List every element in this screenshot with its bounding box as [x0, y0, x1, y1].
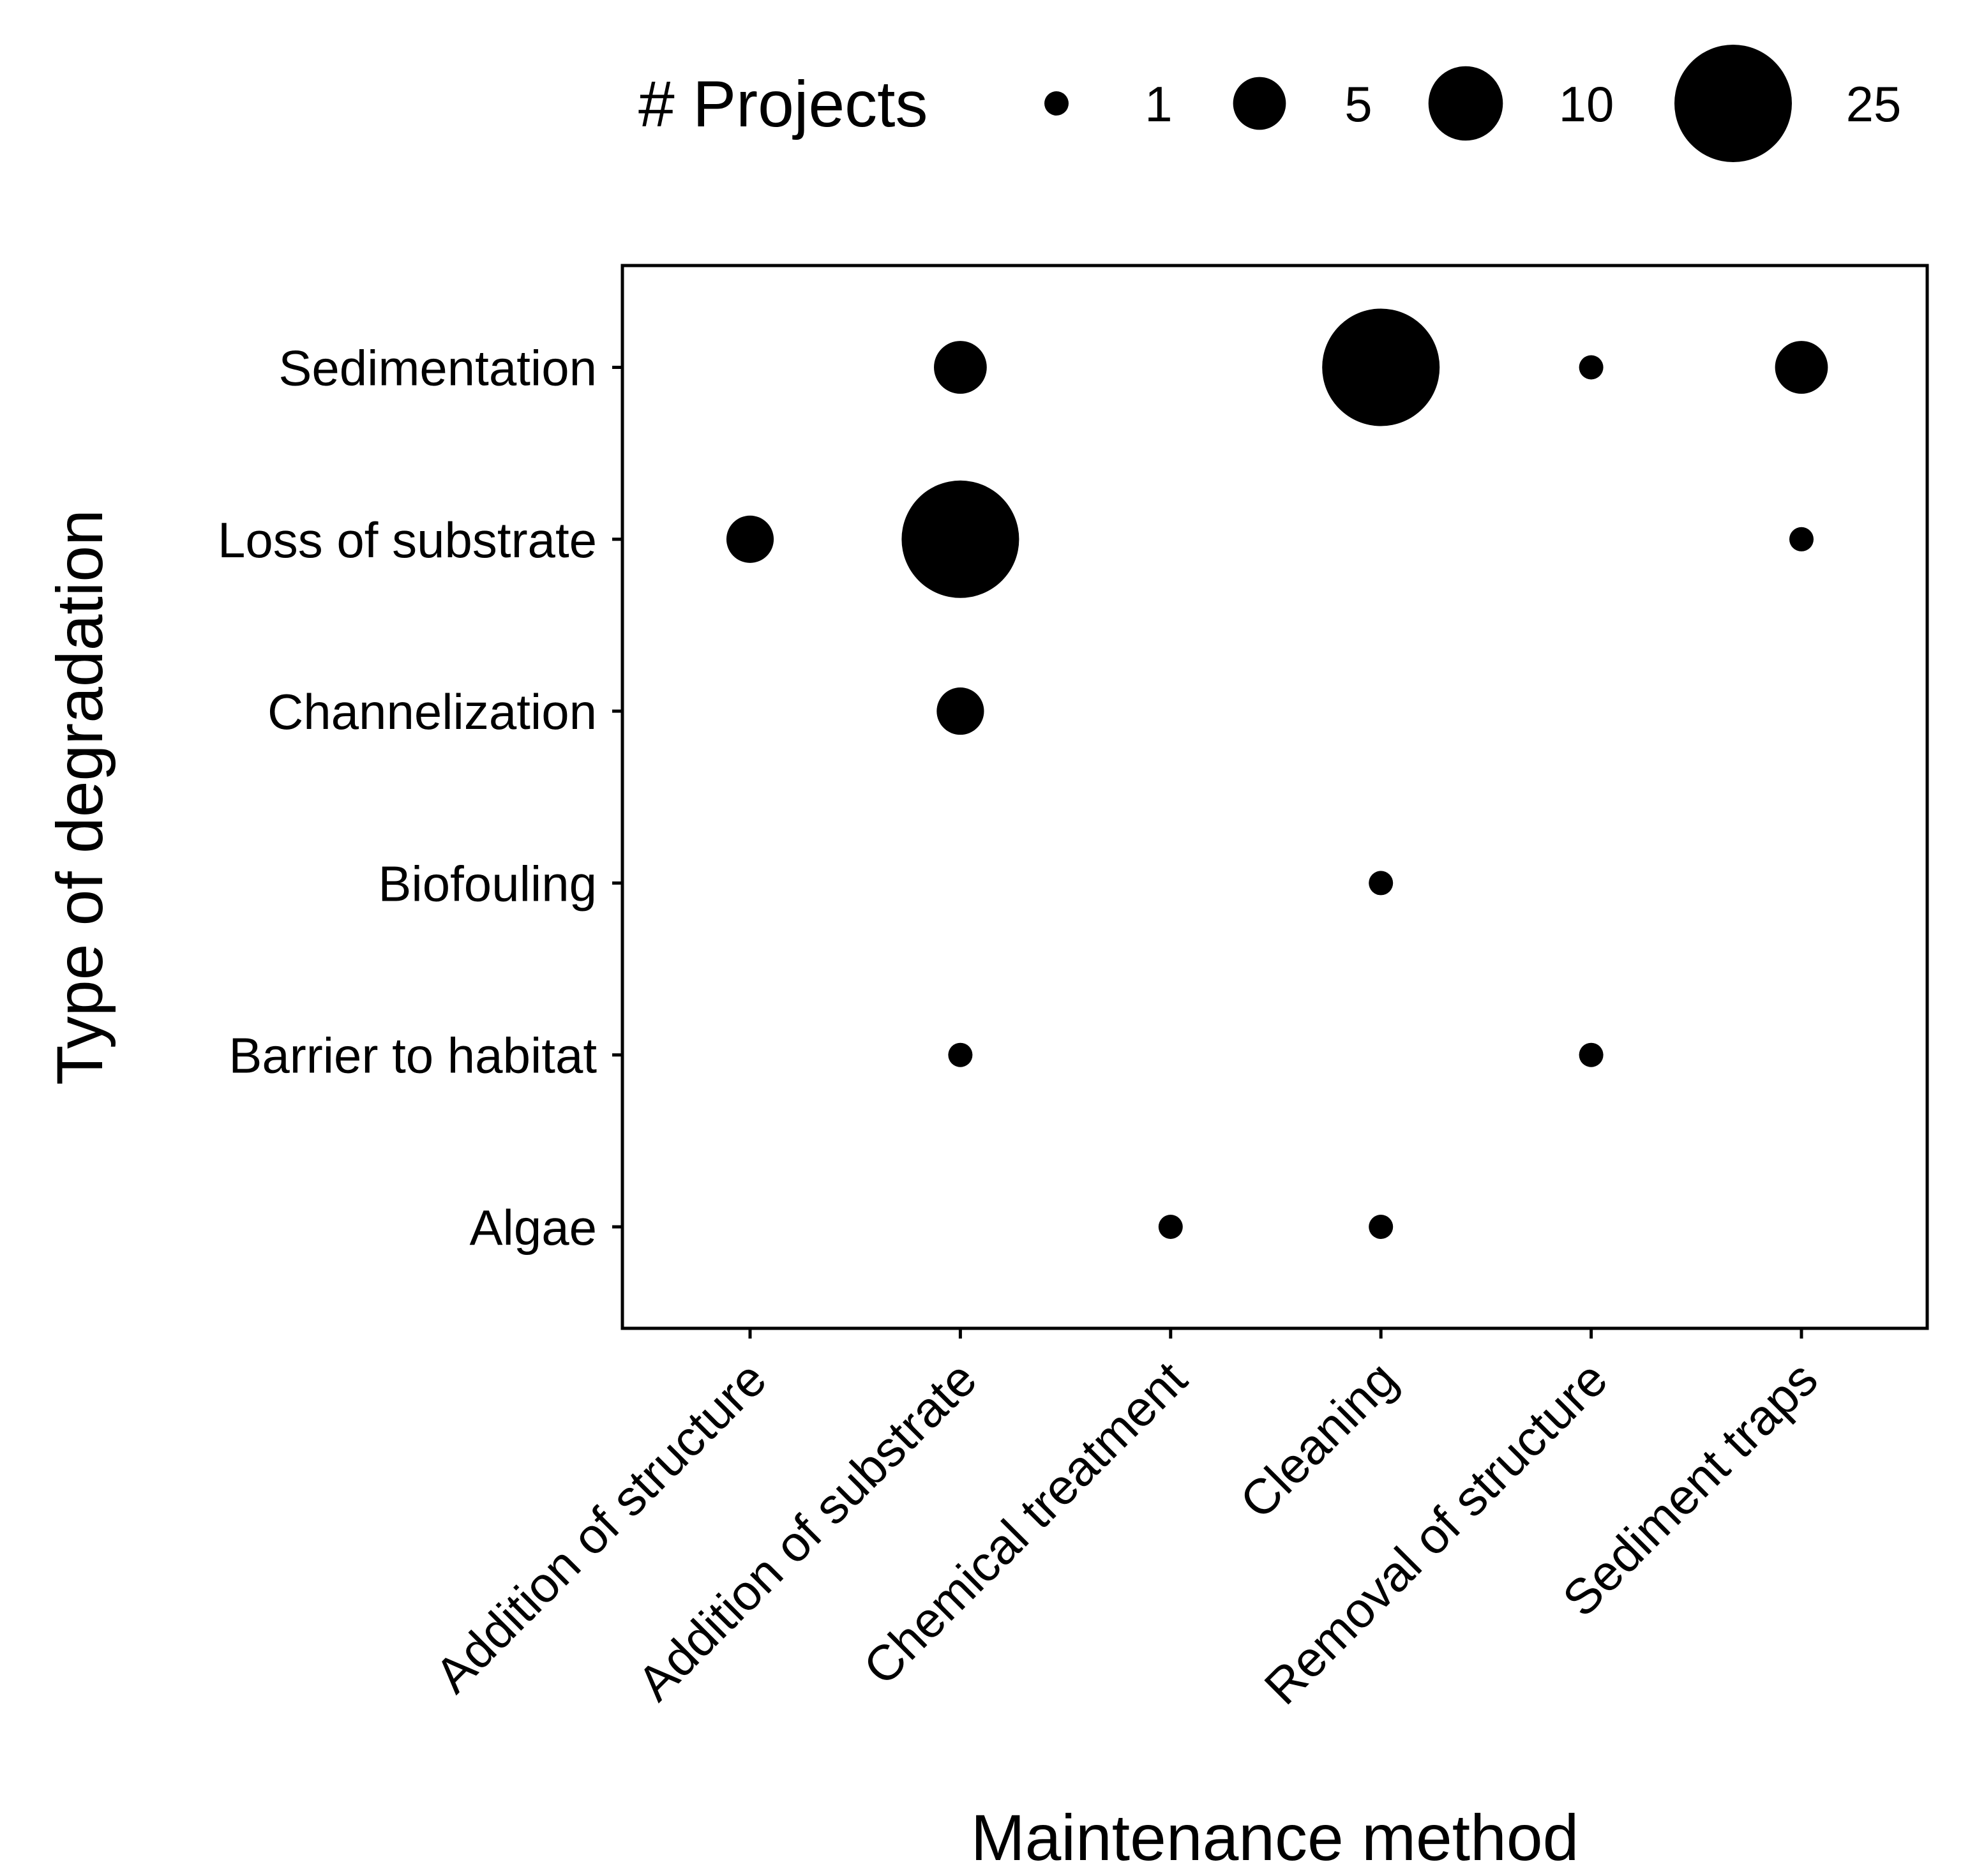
point-chemical-treatment-algae: [1158, 1215, 1183, 1239]
point-cleaning-biofouling: [1369, 871, 1394, 896]
legend: # Projects 1 5 10 25: [638, 45, 1901, 162]
legend-key-5: [1233, 77, 1286, 130]
legend-key-10: [1428, 66, 1503, 141]
point-sediment-traps-loss-of-substrate: [1789, 527, 1814, 552]
y-axis: Algae Barrier to habitat Biofouling Channel…: [218, 340, 622, 1256]
y-axis-title: Type of degradation: [43, 509, 116, 1085]
x-axis-title: Maintenance method: [971, 1801, 1579, 1874]
y-tick-label-sedimentation: Sedimentation: [278, 340, 597, 396]
point-addition-of-substrate-sedimentation: [934, 341, 987, 394]
y-tick-label-loss-of-substrate: Loss of substrate: [218, 512, 597, 568]
point-removal-of-structure-barrier-to-habitat: [1579, 1042, 1604, 1067]
legend-title: # Projects: [638, 68, 928, 140]
point-cleaning-algae: [1369, 1215, 1394, 1239]
point-sediment-traps-sedimentation: [1775, 341, 1828, 394]
point-addition-of-substrate-barrier-to-habitat: [948, 1042, 973, 1067]
plot-panel-border: [620, 264, 1929, 1330]
y-tick-label-biofouling: Biofouling: [378, 855, 597, 912]
x-tick-label-removal-of-structure: Removal of structure: [1254, 1351, 1618, 1715]
point-addition-of-structure-loss-of-substrate: [726, 515, 774, 563]
legend-label-5: 5: [1344, 76, 1372, 132]
point-addition-of-substrate-loss-of-substrate: [901, 480, 1019, 598]
x-tick-label-addition-of-substrate: Addition of substrate: [626, 1351, 987, 1711]
y-tick-label-barrier-to-habitat: Barrier to habitat: [229, 1028, 597, 1084]
y-tick-label-channelization: Channelization: [267, 684, 597, 740]
legend-label-25: 25: [1846, 76, 1902, 132]
legend-label-10: 10: [1559, 76, 1614, 132]
legend-key-25: [1674, 45, 1792, 162]
point-cleaning-sedimentation: [1322, 308, 1440, 426]
x-tick-label-cleaning: Cleaning: [1229, 1351, 1408, 1529]
data-points: [726, 308, 1828, 1239]
legend-key-1: [1044, 91, 1069, 116]
y-tick-label-algae: Algae: [470, 1199, 598, 1256]
point-removal-of-structure-sedimentation: [1579, 355, 1604, 380]
point-addition-of-substrate-channelization: [936, 687, 984, 735]
legend-label-1: 1: [1145, 76, 1172, 132]
